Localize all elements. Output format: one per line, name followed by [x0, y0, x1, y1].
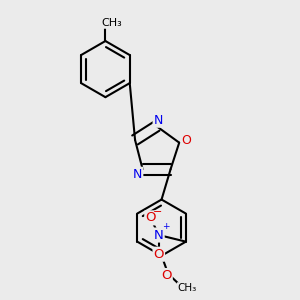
Text: O: O — [154, 248, 164, 261]
Text: N: N — [154, 114, 163, 127]
Text: CH₃: CH₃ — [178, 283, 197, 293]
Text: N: N — [154, 229, 164, 242]
Text: +: + — [162, 222, 170, 231]
Text: O: O — [182, 134, 191, 146]
Text: O: O — [161, 269, 172, 282]
Text: −: − — [153, 207, 163, 217]
Text: N: N — [133, 168, 142, 181]
Text: O: O — [145, 212, 156, 224]
Text: CH₃: CH₃ — [101, 18, 122, 28]
